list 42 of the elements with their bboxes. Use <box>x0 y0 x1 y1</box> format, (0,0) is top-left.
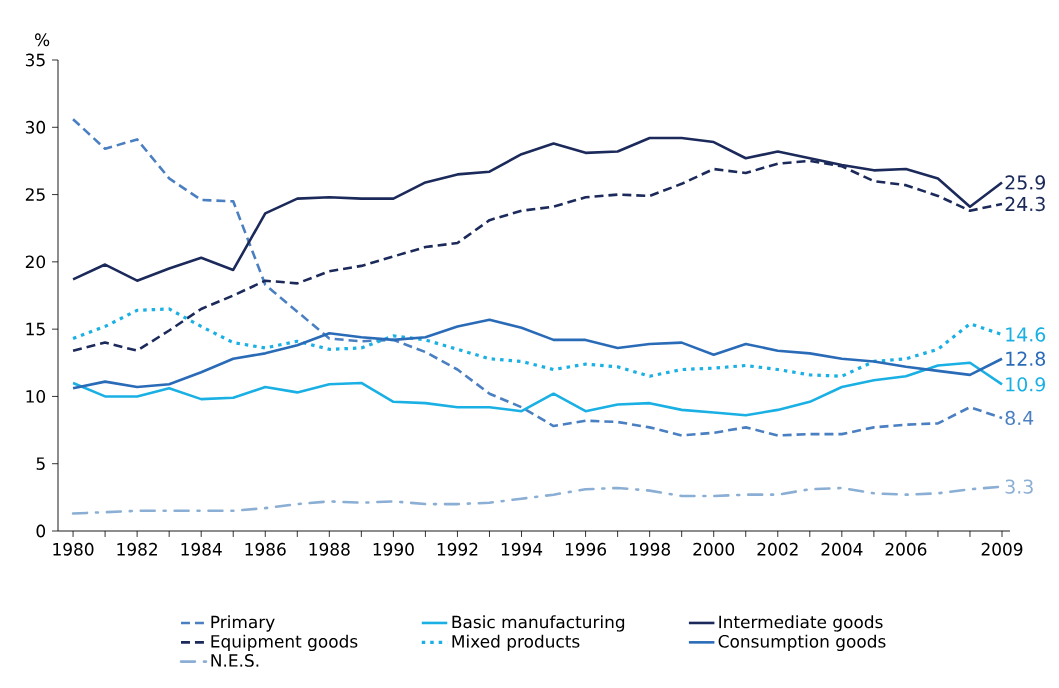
line-series <box>71 307 1004 378</box>
data-label: 25.9 <box>1005 175 1045 190</box>
x-tick-label: 1988 <box>309 542 350 556</box>
x-tick-label: 2009 <box>981 542 1023 556</box>
legend-label: Mixed products <box>452 634 580 652</box>
y-axis-title: % <box>35 33 50 47</box>
data-label: 14.6 <box>1006 327 1046 342</box>
x-tick-label: 2000 <box>693 542 735 556</box>
y-tick-label: 5 <box>36 457 45 470</box>
y-tick-label: 30 <box>25 120 46 134</box>
y-tick-label: 25 <box>25 188 45 201</box>
data-label: 24.3 <box>1005 196 1045 212</box>
x-tick-label: 1994 <box>501 542 543 556</box>
x-tick-label: 1998 <box>629 542 671 556</box>
x-tick-label: 1982 <box>117 542 157 556</box>
data-label: 3.3 <box>1005 479 1033 494</box>
y-tick-label: 35 <box>25 53 45 67</box>
legend-label: Equipment goods <box>211 634 358 652</box>
y-tick-label: 20 <box>25 255 46 269</box>
x-tick-label: 1996 <box>565 542 607 556</box>
x-tick-label: 1984 <box>181 542 222 556</box>
x-tick-label: 2002 <box>757 542 798 556</box>
x-tick-label: 1980 <box>53 542 94 556</box>
data-label: 12.8 <box>1006 351 1046 366</box>
x-tick-label: 2006 <box>885 542 927 556</box>
line-series <box>71 318 1004 390</box>
y-tick-label: 10 <box>26 390 46 403</box>
x-tick-label: 1986 <box>245 542 286 556</box>
x-tick-label: 2004 <box>821 542 863 556</box>
data-label: 10.9 <box>1006 377 1045 392</box>
x-tick-label: 1992 <box>437 542 478 556</box>
legend-label: Basic manufacturing <box>452 615 625 632</box>
line-series <box>71 361 1004 417</box>
data-label: 8.4 <box>1005 410 1034 426</box>
legend-label: N.E.S. <box>211 654 259 667</box>
legend-label: Primary <box>211 615 275 632</box>
x-tick-label: 1990 <box>373 542 414 556</box>
line-series <box>71 117 1004 437</box>
y-tick-label: 0 <box>36 524 46 538</box>
legend-label: Intermediate goods <box>719 615 883 632</box>
y-tick-label: 15 <box>26 322 45 336</box>
legend-label: Consumption goods <box>718 634 886 652</box>
